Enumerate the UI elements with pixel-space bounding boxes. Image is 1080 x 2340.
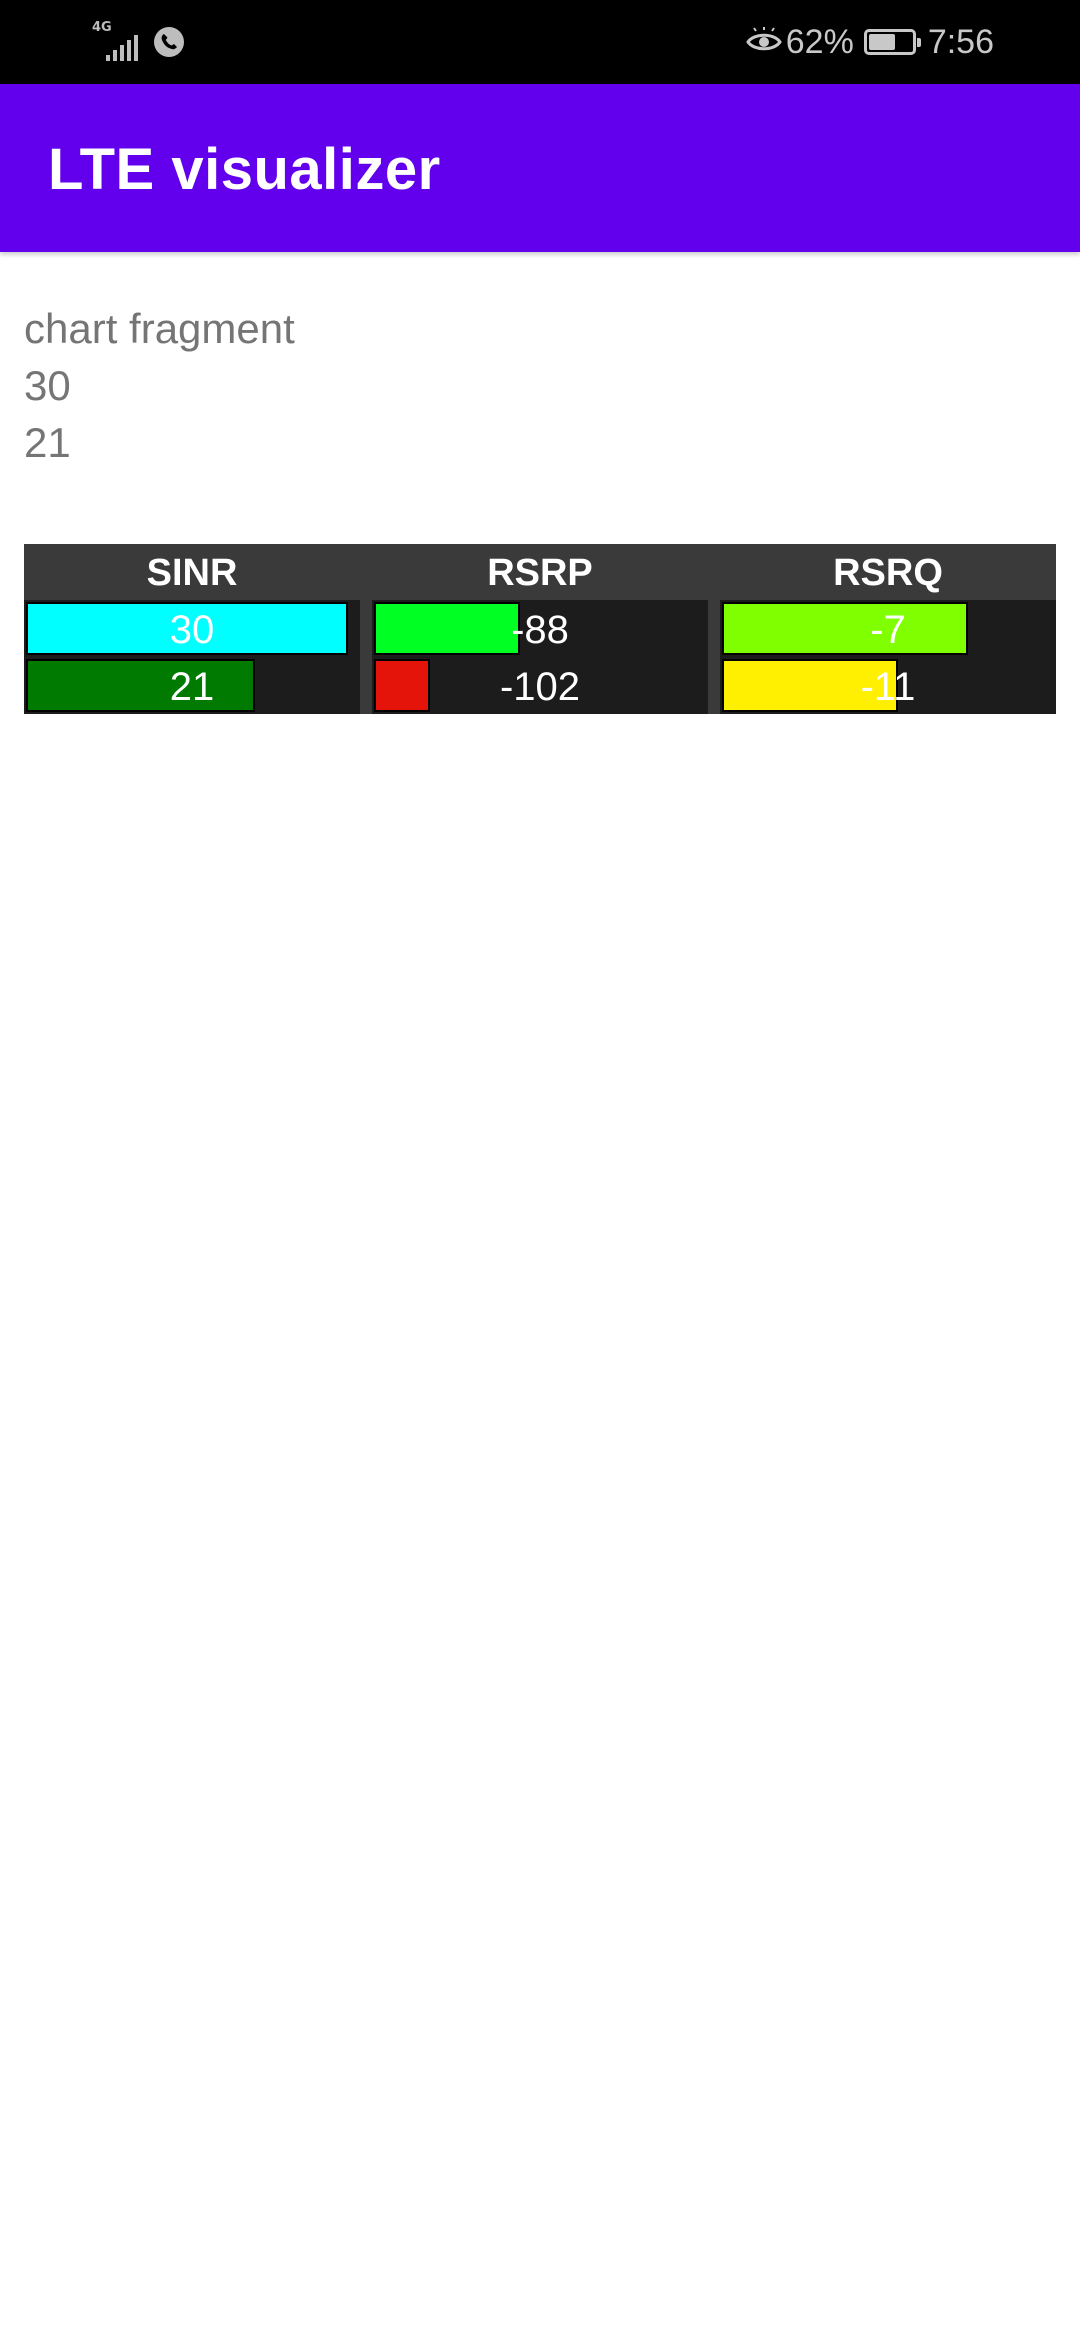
chart-fragment-text: chart fragment 30 21 <box>24 300 295 471</box>
rsrq-value-2: -11 <box>860 665 916 709</box>
signal-icon: 4G <box>90 20 146 64</box>
eye-icon <box>745 27 782 51</box>
fragment-label: chart fragment <box>24 305 295 352</box>
column-rsrp: RSRP -88 -102 <box>372 544 708 714</box>
sinr-secondary-value-text: 21 <box>24 419 71 466</box>
rsrp-bar-row-1: -88 <box>372 600 708 657</box>
rsrp-bar-2 <box>374 659 430 712</box>
sinr-value-1: 30 <box>169 608 215 652</box>
status-left-icons: 4G <box>90 20 184 64</box>
column-divider <box>360 544 372 714</box>
rsrq-bar-row-2: -11 <box>720 657 1056 714</box>
column-rsrq: RSRQ -7 -11 <box>720 544 1056 714</box>
phone-call-icon <box>154 27 184 57</box>
sinr-bar-1 <box>26 602 348 655</box>
sinr-bar-2 <box>26 659 255 712</box>
signal-table: SINR 30 21 RSRP -88 -102 RSRQ -7 -11 <box>24 544 1056 714</box>
network-type-label: 4G <box>92 20 112 35</box>
status-right-icons: 62% 7:56 <box>745 20 994 64</box>
rsrp-bar-row-2: -102 <box>372 657 708 714</box>
rsrp-value-2: -102 <box>499 665 581 709</box>
battery-percent: 62% <box>785 22 854 61</box>
rsrq-bar-row-1: -7 <box>720 600 1056 657</box>
rsrp-bar-1 <box>374 602 520 655</box>
column-divider <box>708 544 720 714</box>
column-header-rsrp: RSRP <box>372 544 708 600</box>
column-header-sinr: SINR <box>24 544 360 600</box>
rsrq-bar-2 <box>722 659 898 712</box>
rsrq-bar-1 <box>722 602 968 655</box>
sinr-bar-row-1: 30 <box>24 600 360 657</box>
sinr-value-2: 21 <box>169 665 215 709</box>
app-title: LTE visualizer <box>48 137 441 202</box>
app-bar: LTE visualizer <box>0 84 1080 252</box>
column-header-rsrq: RSRQ <box>720 544 1056 600</box>
sinr-value-text: 30 <box>24 362 71 409</box>
rsrp-value-1: -88 <box>511 608 569 652</box>
sinr-bar-row-2: 21 <box>24 657 360 714</box>
column-sinr: SINR 30 21 <box>24 544 360 714</box>
battery-icon <box>863 29 921 55</box>
clock: 7:56 <box>927 22 994 61</box>
rsrq-value-1: -7 <box>870 608 906 652</box>
status-bar: 4G 62% 7:56 <box>0 0 1080 84</box>
